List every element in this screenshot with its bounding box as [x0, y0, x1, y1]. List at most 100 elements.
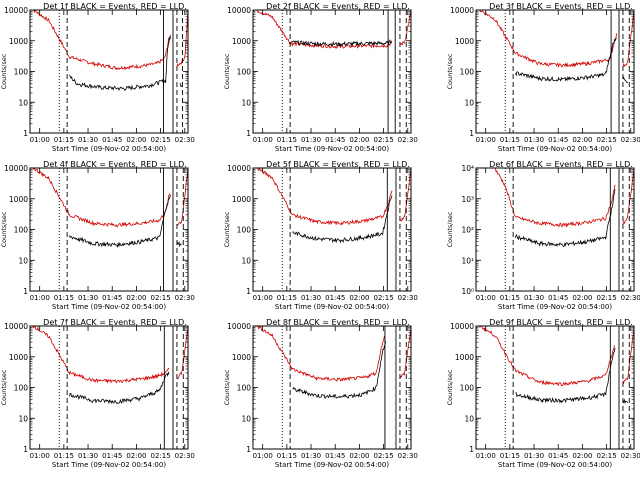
- y-tick-label: 1000: [455, 353, 474, 362]
- panel-det-8: 1 10 100 1000 10000 01:00 01:15 01:30 01:45 02:00…: [223, 318, 418, 469]
- x-axis-label: Start Time (09-Nov-02 00:54:00): [52, 461, 166, 469]
- plot-frame: [475, 9, 635, 134]
- y-tick-label: 1000: [232, 195, 251, 204]
- x-tick-label: 01:45: [102, 294, 122, 302]
- x-tick-label: 01:45: [548, 294, 568, 302]
- x-tick-label: 01:30: [78, 452, 98, 460]
- plot-area: [476, 10, 634, 84]
- plot-frame: [252, 9, 412, 134]
- y-axis-label: Counts/sec: [223, 211, 231, 247]
- x-tick-label: 01:00: [476, 136, 496, 144]
- series-lld-red-post: [399, 10, 411, 46]
- x-tick-label: 02:30: [175, 452, 195, 460]
- series-lld-red: [493, 168, 616, 228]
- x-tick-label: 02:00: [572, 294, 592, 302]
- plot-area: [253, 10, 411, 49]
- y-axis-label: Counts/sec: [0, 53, 8, 89]
- x-tick-label: 02:15: [150, 452, 170, 460]
- series-lld-red-post: [622, 168, 634, 225]
- x-tick-label: 02:30: [621, 452, 640, 460]
- panel-det-9: 1 10 100 1000 10000 01:00 01:15 01:30 01:45 02:00…: [446, 318, 640, 469]
- y-tick-label: 100: [460, 384, 475, 393]
- x-tick-label: 02:00: [349, 294, 369, 302]
- x-tick-label: 01:00: [476, 294, 496, 302]
- x-tick-label: 01:15: [277, 294, 297, 302]
- series-lld-red: [477, 326, 616, 387]
- x-tick-label: 02:00: [349, 136, 369, 144]
- y-tick-label: 10000: [227, 322, 251, 331]
- y-tick-label: 1000: [9, 353, 28, 362]
- x-tick-label: 02:30: [175, 294, 195, 302]
- panel-det-4: 1 10 100 1000 10000 01:00 01:15 01:30 01:45 02:00…: [0, 160, 195, 311]
- x-tick-label: 02:00: [126, 294, 146, 302]
- y-tick-label: 10²: [461, 226, 474, 235]
- panel-title: Det 2f BLACK = Events, RED = LLD.: [266, 2, 410, 11]
- series-lld-red: [476, 10, 617, 69]
- x-axis-label: Start Time (09-Nov-02 00:54:00): [498, 145, 612, 153]
- y-tick-label: 1: [246, 445, 251, 454]
- x-tick-label: 02:30: [398, 452, 418, 460]
- y-tick-label: 10000: [4, 6, 28, 15]
- y-tick-label: 10000: [227, 164, 251, 173]
- y-tick-label: 1000: [232, 353, 251, 362]
- x-tick-label: 02:30: [175, 136, 195, 144]
- x-tick-label: 01:45: [325, 136, 345, 144]
- y-tick-label: 10: [18, 414, 28, 423]
- x-tick-label: 01:00: [253, 294, 273, 302]
- x-tick-label: 01:00: [253, 452, 273, 460]
- plot-area: [32, 168, 188, 248]
- panel-title: Det 8f BLACK = Events, RED = LLD.: [266, 318, 410, 327]
- y-tick-label: 10000: [450, 6, 474, 15]
- series-events-black: [69, 36, 171, 91]
- panel-title: Det 6f BLACK = Events, RED = LLD.: [489, 160, 633, 169]
- panel-det-5: 1 10 100 1000 10000 01:00 01:15 01:30 01:45 02:00…: [223, 160, 418, 311]
- series-events-black-post: [176, 240, 182, 248]
- x-tick-label: 01:00: [30, 452, 50, 460]
- x-tick-label: 02:00: [349, 452, 369, 460]
- panel-title: Det 3f BLACK = Events, RED = LLD.: [489, 2, 633, 11]
- y-tick-label: 1000: [455, 37, 474, 46]
- x-tick-label: 01:30: [78, 136, 98, 144]
- x-tick-label: 02:15: [596, 452, 616, 460]
- series-events-black: [290, 39, 393, 48]
- y-tick-label: 10: [241, 256, 251, 265]
- x-tick-label: 02:15: [596, 294, 616, 302]
- x-tick-label: 01:45: [102, 136, 122, 144]
- series-events-black: [292, 195, 393, 244]
- x-tick-label: 02:15: [596, 136, 616, 144]
- plot-area: [493, 168, 634, 248]
- y-tick-label: 1000: [9, 195, 28, 204]
- panel-title: Det 5f BLACK = Events, RED = LLD.: [266, 160, 410, 169]
- x-tick-label: 01:15: [277, 136, 297, 144]
- x-axis-label: Start Time (09-Nov-02 00:54:00): [275, 145, 389, 153]
- y-axis-label: Counts/sec: [446, 211, 454, 247]
- x-tick-label: 01:00: [476, 452, 496, 460]
- series-events-black-post: [622, 398, 629, 404]
- panel-title: Det 7f BLACK = Events, RED = LLD.: [43, 318, 187, 327]
- series-lld-red-post: [622, 10, 634, 68]
- panel-det-3: 1 10 100 1000 10000 01:00 01:15 01:30 01:45 02:00…: [446, 2, 640, 153]
- series-events-black: [515, 37, 617, 82]
- y-tick-label: 10: [464, 414, 474, 423]
- y-tick-label: 10: [18, 256, 28, 265]
- y-tick-label: 10⁰: [461, 287, 474, 296]
- y-axis-label: Counts/sec: [0, 211, 8, 247]
- x-tick-label: 02:00: [572, 136, 592, 144]
- x-tick-label: 01:30: [524, 294, 544, 302]
- x-tick-label: 01:30: [524, 452, 544, 460]
- y-tick-label: 1: [23, 445, 28, 454]
- x-tick-label: 01:45: [102, 452, 122, 460]
- x-tick-label: 01:00: [253, 136, 273, 144]
- panel-det-2: 1 10 100 1000 10000 01:00 01:15 01:30 01:45 02:00…: [223, 2, 418, 153]
- plot-area: [253, 326, 411, 399]
- y-axis-label: Counts/sec: [223, 53, 231, 89]
- series-events-black: [515, 189, 616, 248]
- x-tick-label: 01:30: [301, 294, 321, 302]
- x-axis-label: Start Time (09-Nov-02 00:54:00): [52, 145, 166, 153]
- y-tick-label: 100: [237, 226, 252, 235]
- panel-title: Det 9f BLACK = Events, RED = LLD.: [489, 318, 633, 327]
- x-tick-label: 01:45: [548, 136, 568, 144]
- y-axis-label: Counts/sec: [446, 53, 454, 89]
- series-lld-red-post: [399, 327, 411, 380]
